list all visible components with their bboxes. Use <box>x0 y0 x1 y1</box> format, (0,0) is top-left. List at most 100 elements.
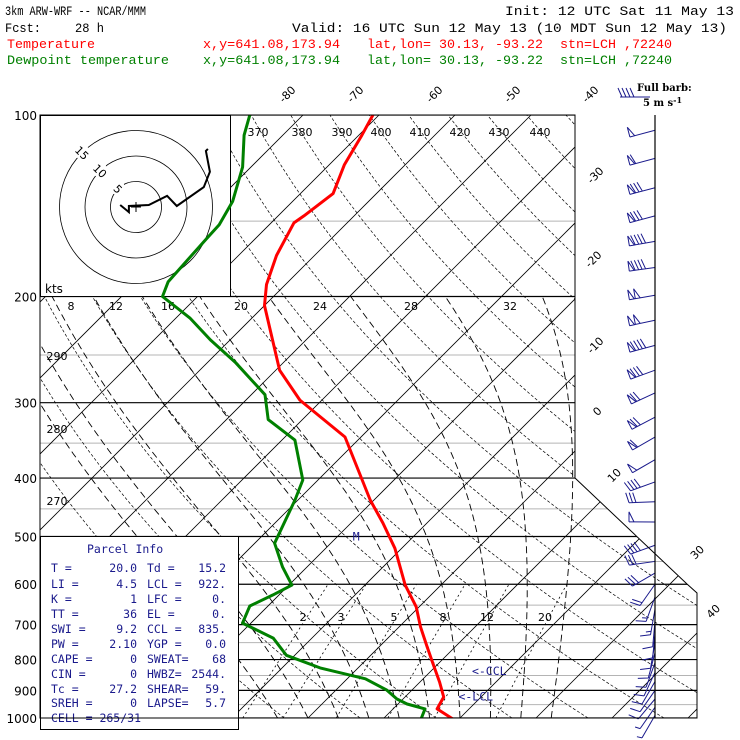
parcel-info-value: 922. <box>198 577 226 591</box>
parcel-info-value: 15.2 <box>198 561 226 575</box>
wind-barb-icon <box>624 572 656 587</box>
hodograph-ring-label-bg <box>75 146 88 158</box>
dry-adiabat <box>644 115 697 718</box>
wind-barb-icon <box>635 662 656 688</box>
isotherm <box>307 115 697 718</box>
wind-barb <box>640 642 656 670</box>
dry-adiabat <box>368 115 697 718</box>
isotherm-label: -20 <box>583 249 605 271</box>
isotherm-label: -10 <box>585 335 607 357</box>
pressure-label: 800 <box>14 654 37 668</box>
hodograph-ring <box>84 155 188 259</box>
header: 3km ARW-WRF -- NCAR/MMM Init: 12 UTC Sat… <box>5 4 734 68</box>
moist-adiabat-label: 8 <box>68 300 75 313</box>
mixing-ratio-line <box>335 583 417 718</box>
isentrope-label: 290 <box>47 350 68 363</box>
wind-barb <box>623 541 656 555</box>
wind-barb-icon <box>627 288 656 301</box>
wind-barb <box>626 126 656 138</box>
wind-barb-icon <box>627 259 656 272</box>
parcel-info-label: SREH = <box>51 696 93 710</box>
wind-barb <box>624 572 656 587</box>
parcel-info-label: LFC = <box>147 592 182 606</box>
parcel-info-value: 0 <box>130 696 137 710</box>
parcel-info-label: TT = <box>51 607 79 621</box>
wind-barb-icon <box>626 338 656 353</box>
dry-adiabat <box>40 115 513 718</box>
parcel-info-value: 9.2 <box>116 622 137 636</box>
parcel-info-label: CAPE = <box>51 652 93 666</box>
isotherm <box>40 115 380 718</box>
parcel-info-value: 4.5 <box>116 577 137 591</box>
wind-barb-icon <box>631 681 656 705</box>
isentrope-label: 430 <box>489 126 510 139</box>
parcel-info-label: LCL = <box>147 577 182 591</box>
isotherm <box>459 115 697 718</box>
mixing-ratio-label: 2 <box>300 611 307 624</box>
wind-barb-icon <box>625 492 656 504</box>
isotherm <box>535 115 697 718</box>
hodograph-ring <box>59 130 213 284</box>
model-title: 3km ARW-WRF -- NCAR/MMM <box>5 4 146 19</box>
isentrope-label: 420 <box>450 126 471 139</box>
wind-barb <box>626 391 656 405</box>
wind-barb <box>627 436 656 451</box>
parcel-info-label: Td = <box>147 561 175 575</box>
parcel-info-label: CCL = <box>147 622 182 636</box>
parcel-info-label: SHEAR= <box>147 682 189 696</box>
wind-barb <box>631 681 656 705</box>
temperature-line <box>263 115 458 718</box>
annotation-lcl: <-LCL <box>458 690 493 704</box>
wind-barb-icon <box>633 672 656 697</box>
parcel-info-value: 36 <box>123 607 137 621</box>
parcel-info-value: 0 <box>130 667 137 681</box>
dewpoint-temperature-line <box>161 115 427 718</box>
wind-barb-icon <box>626 126 656 138</box>
barb-legend-title: Full barb: <box>637 83 692 94</box>
parcel-info-value: 68 <box>212 652 226 666</box>
hodograph-trace <box>119 148 211 215</box>
dry-adiabat <box>250 115 697 718</box>
isotherm-label: -40 <box>580 84 602 106</box>
wind-barb-icon <box>627 233 656 247</box>
mixing-ratio-line <box>242 583 329 718</box>
pressure-label: 700 <box>14 619 37 633</box>
wind-barbs <box>623 126 656 739</box>
dry-adiabat <box>447 115 697 718</box>
mixing-ratio-line <box>282 583 367 718</box>
parcel-info-value: 0. <box>212 607 226 621</box>
isotherm <box>155 115 697 718</box>
wind-barb <box>627 259 656 272</box>
wind-barb-icon <box>640 609 656 637</box>
wind-barb <box>626 366 656 380</box>
dry-adiabat <box>290 115 697 718</box>
isentrope-label: 400 <box>371 126 392 139</box>
parcel-info-value: 20.0 <box>109 561 137 575</box>
legend-temperature-station: stn=LCH ,72240 <box>560 37 672 52</box>
wind-barb-icon <box>626 391 656 405</box>
parcel-info-label: HWBZ= <box>147 667 182 681</box>
dry-adiabat <box>408 115 697 718</box>
legend-temperature: Temperature x,y=641.08,173.94 lat,lon= 3… <box>7 37 672 52</box>
wind-barb-icon <box>627 436 656 451</box>
pressure-axis-labels: 100 200 300 400 500 600 700 800 900 1000 <box>6 109 37 726</box>
pressure-label: 900 <box>14 684 37 698</box>
wind-barb <box>635 596 656 622</box>
wind-barb <box>640 609 656 637</box>
wind-barb-icon <box>626 210 656 224</box>
isotherm-label: -80 <box>277 84 299 106</box>
isentrope-label: 440 <box>530 126 551 139</box>
isentrope-label: 270 <box>47 495 68 508</box>
moist-adiabat-label: 24 <box>313 300 327 313</box>
dry-adiabat <box>605 115 697 718</box>
wind-barb-icon <box>627 314 656 327</box>
isotherm-label: -70 <box>345 84 367 106</box>
hodograph-ring-label-bg <box>93 164 106 176</box>
moist-adiabat-label: 32 <box>503 300 517 313</box>
wind-barb <box>636 715 656 739</box>
wind-barb-icon <box>627 459 656 474</box>
plot-frame <box>39 114 698 719</box>
dry-adiabat <box>40 115 437 718</box>
parcel-info-label: PW = <box>51 637 79 651</box>
wind-barb-icon <box>623 541 656 555</box>
